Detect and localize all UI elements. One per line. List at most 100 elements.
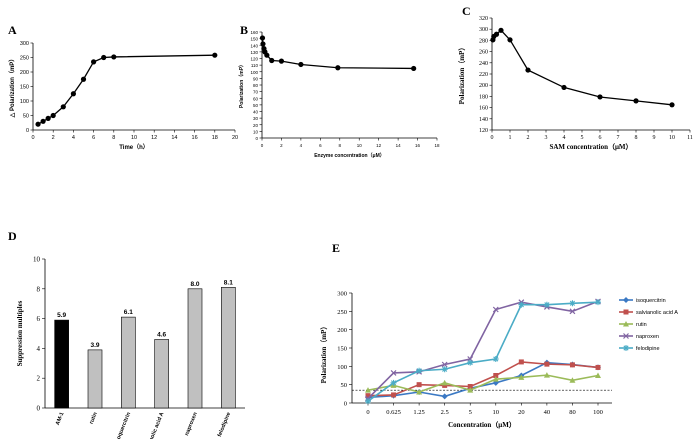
y-tick-label: 260 [479, 50, 488, 56]
x-category-label: naproxen [184, 411, 199, 437]
data-point [365, 398, 371, 405]
x-tick-label: 11 [687, 135, 693, 141]
y-tick-label: 2 [37, 375, 41, 383]
panel-letter: B [240, 23, 248, 37]
x-tick-label: 4 [300, 143, 303, 148]
x-tick-label: 100 [593, 409, 603, 416]
data-point [416, 389, 423, 395]
x-tick-label: 16 [192, 135, 198, 141]
data-point [365, 387, 371, 393]
x-tick-label: 8 [635, 135, 638, 141]
y-tick-label: 130 [250, 50, 258, 55]
x-tick-label: 18 [212, 135, 218, 141]
legend-entry: naproxen [636, 334, 659, 340]
data-point [80, 76, 87, 82]
data-point [441, 366, 448, 373]
y-tick-label: 250 [20, 56, 29, 62]
x-tick-label: 80 [569, 409, 576, 416]
panel-b: B0 2 4 6 8 10 12 14 16 18010203040506070809010011… [239, 23, 440, 159]
x-tick-label: 10 [493, 409, 500, 416]
bar [187, 288, 203, 409]
y-tick-label: 50 [341, 382, 348, 389]
bar [121, 316, 136, 409]
y-tick-label: 0 [255, 136, 258, 141]
bar-value-label: 8.1 [224, 279, 233, 286]
series-line-salvianolic [367, 361, 599, 397]
x-tick-label: 6 [92, 135, 95, 141]
y-tick-label: 0 [26, 128, 29, 134]
legend-entry: salvianolic acid A [636, 310, 678, 316]
x-tick-label: 2.5 [441, 409, 449, 416]
data-point [518, 374, 525, 380]
x-tick-label: 5 [469, 409, 472, 416]
bar-value-label: 8.0 [190, 281, 199, 288]
data-point [525, 67, 531, 73]
data-point [60, 104, 66, 110]
panel-a: A0 2 4 6 8 10 12 14 16 18 20050100150200250300Time… [8, 23, 238, 151]
x-category-label: rutin [89, 411, 99, 425]
data-point [40, 118, 46, 124]
data-point [70, 91, 76, 97]
bar-value-label: 5.9 [57, 312, 66, 319]
bar-value-label: 4.6 [157, 331, 166, 338]
y-tick-label: 150 [337, 346, 347, 353]
data-point [543, 301, 550, 308]
data-point [441, 379, 448, 386]
x-tick-label: 20 [232, 135, 238, 141]
x-tick-label: 0 [491, 135, 494, 141]
series-line-felodipine [367, 301, 599, 402]
y-tick-label: 120 [250, 57, 258, 62]
y-tick-label: 80 [253, 83, 259, 88]
y-tick-label: 150 [20, 85, 29, 91]
legend-marker [623, 345, 629, 351]
data-point [595, 299, 601, 306]
data-point [442, 382, 448, 388]
data-point [441, 361, 448, 368]
x-tick-label: 0 [261, 143, 264, 148]
y-axis-label: △ Polarization（mP） [8, 56, 16, 119]
y-tick-label: 6 [37, 315, 41, 323]
data-point [467, 387, 474, 393]
data-point [91, 59, 97, 65]
y-tick-label: 0 [37, 405, 41, 413]
data-point [391, 392, 397, 398]
data-point [569, 362, 575, 368]
panel-c: C 0 1 2 3 4 5 6 7 8 9 10 11 120 140 160 180 200 220 240 260 2… [458, 4, 693, 151]
x-tick-label: 12 [151, 135, 157, 141]
x-tick-label: 2 [527, 135, 530, 141]
legend-entry: rutin [636, 322, 647, 328]
bar [54, 319, 69, 409]
y-tick-label: 60 [253, 96, 259, 101]
data-point [416, 382, 422, 388]
y-tick-label: 140 [250, 43, 258, 48]
legend-marker [623, 333, 629, 339]
y-tick-label: 240 [479, 61, 488, 67]
data-point [35, 121, 41, 127]
y-tick-label: 250 [337, 309, 347, 316]
data-point [561, 84, 567, 91]
series-line [37, 54, 215, 125]
y-tick-label: 50 [253, 103, 259, 108]
y-tick-label: 90 [253, 76, 259, 81]
x-tick-label: 8 [339, 143, 342, 148]
data-point [544, 361, 550, 367]
y-tick-label: 100 [20, 99, 29, 105]
data-point [269, 57, 275, 64]
bar [87, 349, 103, 409]
legend-marker [623, 321, 629, 327]
x-tick-label: 12 [376, 143, 382, 148]
y-tick-label: 20 [253, 123, 259, 128]
legend-entry: felodipine [636, 346, 660, 352]
x-axis-label: Enzyme concentration（μM） [314, 153, 385, 159]
y-tick-label: 70 [253, 90, 259, 95]
legend-marker [623, 297, 629, 303]
panel-letter: A [8, 23, 17, 37]
data-point [518, 359, 524, 365]
data-point [365, 393, 371, 399]
panel-letter: C [462, 4, 471, 18]
x-tick-label: 8 [112, 135, 115, 141]
bar-value-label: 3.9 [90, 342, 99, 349]
x-tick-label: 18 [434, 143, 440, 148]
x-tick-label: 14 [396, 143, 402, 148]
y-axis-label: Suppression multiples [16, 300, 24, 366]
